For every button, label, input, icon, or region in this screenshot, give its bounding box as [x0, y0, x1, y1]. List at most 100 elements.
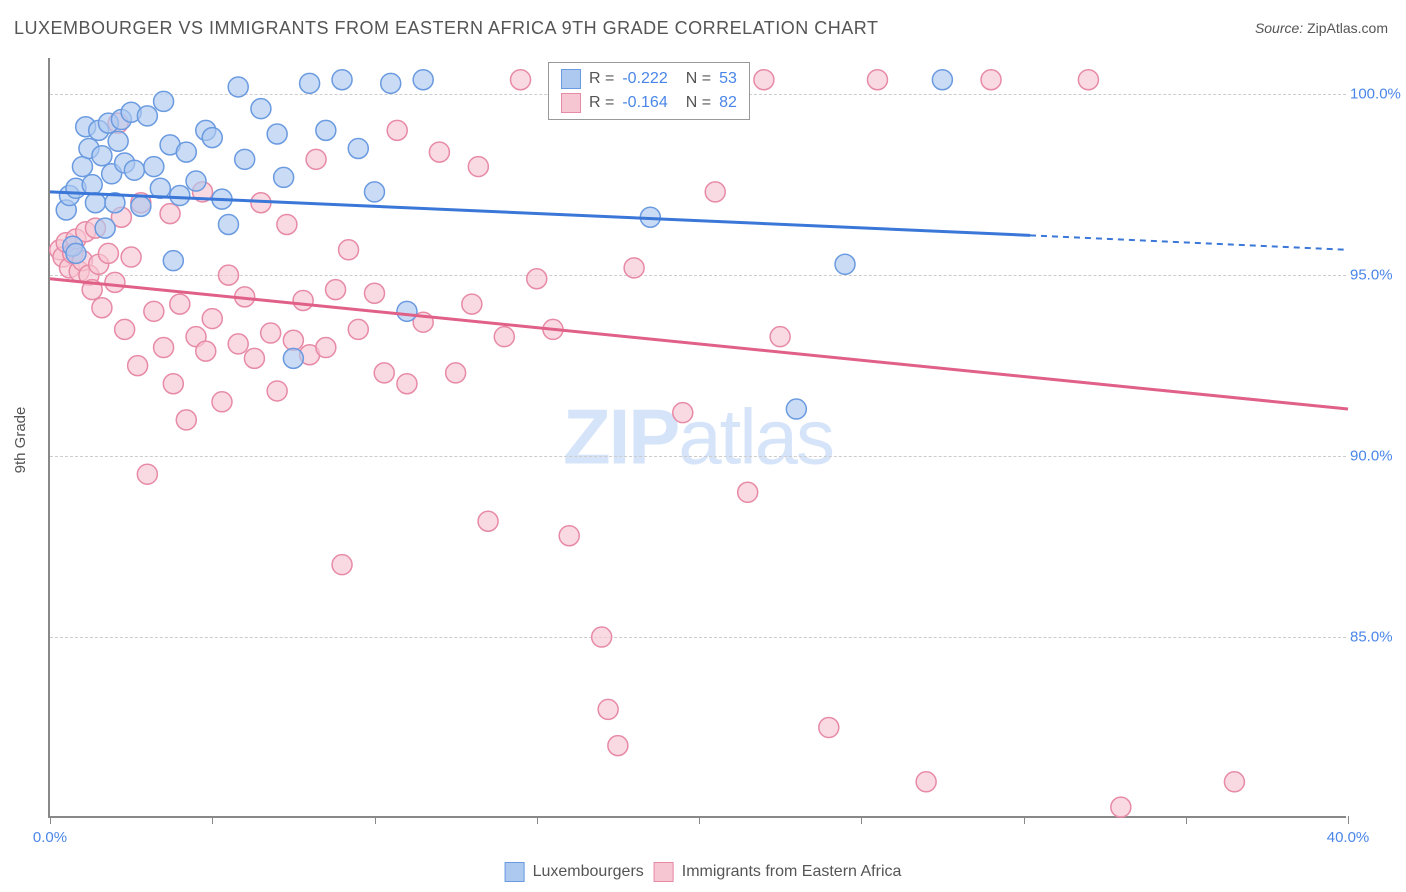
data-point	[98, 243, 118, 263]
data-point	[124, 160, 144, 180]
data-point	[592, 627, 612, 647]
data-point	[332, 70, 352, 90]
data-point	[176, 142, 196, 162]
y-tick-label: 100.0%	[1350, 86, 1404, 103]
data-point	[705, 182, 725, 202]
data-point	[348, 319, 368, 339]
legend-row: R =-0.164N =82	[561, 91, 737, 115]
data-point	[608, 736, 628, 756]
legend-swatch	[505, 862, 525, 882]
data-point	[624, 258, 644, 278]
data-point	[365, 182, 385, 202]
data-point	[251, 99, 271, 119]
x-tick-label: 0.0%	[33, 829, 67, 846]
data-point	[137, 464, 157, 484]
data-point	[867, 70, 887, 90]
legend-r-value: -0.222	[622, 70, 667, 88]
data-point	[387, 120, 407, 140]
data-point	[397, 301, 417, 321]
chart-plot-area: ZIPatlas 85.0%90.0%95.0%100.0%0.0%40.0%	[48, 58, 1346, 818]
data-point	[462, 294, 482, 314]
x-tick-label: 40.0%	[1327, 829, 1370, 846]
data-point	[128, 356, 148, 376]
data-point	[66, 243, 86, 263]
data-point	[131, 196, 151, 216]
data-point	[306, 149, 326, 169]
data-point	[738, 482, 758, 502]
data-point	[160, 204, 180, 224]
trend-line	[50, 192, 1030, 235]
data-point	[274, 167, 294, 187]
legend-n-value: 53	[719, 70, 737, 88]
data-point	[105, 272, 125, 292]
data-point	[413, 70, 433, 90]
data-point	[163, 251, 183, 271]
source-attribution: Source: ZipAtlas.com	[1255, 20, 1388, 36]
data-point	[494, 327, 514, 347]
data-point	[144, 301, 164, 321]
data-point	[85, 193, 105, 213]
data-point	[277, 214, 297, 234]
data-point	[478, 511, 498, 531]
data-point	[261, 323, 281, 343]
legend-n-label: N =	[686, 94, 711, 112]
data-point	[186, 171, 206, 191]
data-point	[559, 526, 579, 546]
data-point	[316, 338, 336, 358]
chart-svg	[50, 58, 1348, 818]
legend-n-value: 82	[719, 94, 737, 112]
y-tick-label: 85.0%	[1350, 629, 1404, 646]
series-legend: LuxembourgersImmigrants from Eastern Afr…	[505, 862, 902, 882]
data-point	[235, 149, 255, 169]
legend-swatch	[654, 862, 674, 882]
data-point	[1111, 797, 1131, 817]
data-point	[835, 254, 855, 274]
data-point	[176, 410, 196, 430]
data-point	[339, 240, 359, 260]
data-point	[381, 73, 401, 93]
data-point	[154, 91, 174, 111]
data-point	[202, 128, 222, 148]
data-point	[819, 718, 839, 738]
data-point	[527, 269, 547, 289]
data-point	[468, 157, 488, 177]
data-point	[163, 374, 183, 394]
data-point	[332, 555, 352, 575]
y-tick-label: 95.0%	[1350, 267, 1404, 284]
legend-series-name: Immigrants from Eastern Africa	[682, 863, 902, 881]
data-point	[72, 157, 92, 177]
source-label: Source:	[1255, 20, 1303, 36]
legend-swatch	[561, 93, 581, 113]
data-point	[300, 73, 320, 93]
data-point	[170, 186, 190, 206]
y-axis-label: 9th Grade	[12, 407, 29, 474]
legend-swatch	[561, 69, 581, 89]
source-value: ZipAtlas.com	[1307, 20, 1388, 36]
data-point	[283, 348, 303, 368]
legend-row: R = -0.222 N = 53	[561, 67, 737, 91]
data-point	[218, 265, 238, 285]
data-point	[267, 124, 287, 144]
data-point	[1078, 70, 1098, 90]
data-point	[137, 106, 157, 126]
legend-r-label: R =	[589, 94, 614, 112]
trend-line-extension	[1030, 235, 1348, 249]
data-point	[144, 157, 164, 177]
legend-r-label: R =	[589, 70, 614, 88]
y-tick-label: 90.0%	[1350, 448, 1404, 465]
data-point	[916, 772, 936, 792]
correlation-legend: R =-0.222N =53R =-0.164N =82	[548, 62, 750, 120]
data-point	[108, 131, 128, 151]
data-point	[196, 341, 216, 361]
data-point	[244, 348, 264, 368]
legend-n-label: N =	[686, 70, 711, 88]
data-point	[932, 70, 952, 90]
data-point	[283, 330, 303, 350]
data-point	[511, 70, 531, 90]
data-point	[981, 70, 1001, 90]
data-point	[92, 298, 112, 318]
data-point	[446, 363, 466, 383]
data-point	[1224, 772, 1244, 792]
data-point	[228, 77, 248, 97]
x-tick	[1348, 816, 1349, 824]
